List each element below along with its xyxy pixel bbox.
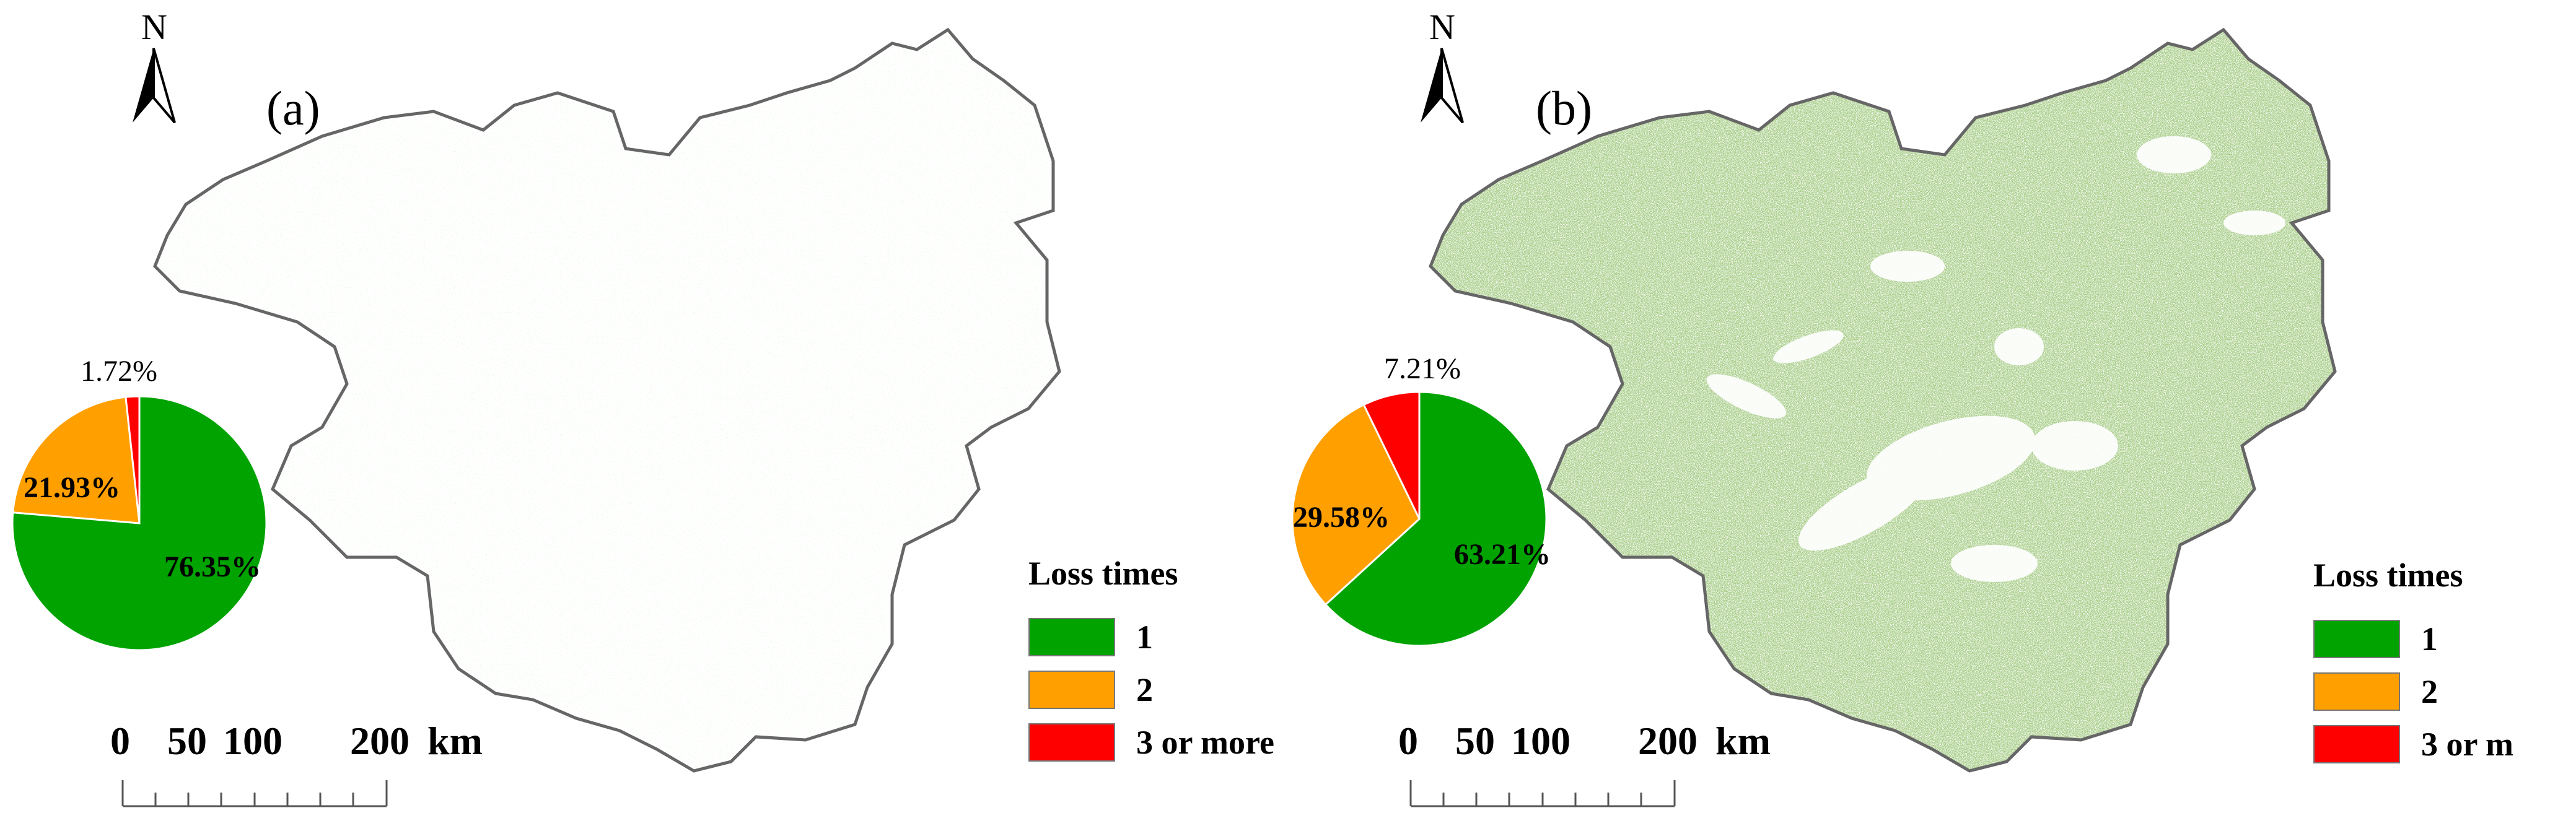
- pie-chart: [11, 395, 268, 651]
- panel-b: N (b): [1288, 0, 2576, 826]
- legend-title: Loss times: [1028, 555, 1178, 592]
- legend: Loss times 1 2 3 or m: [2313, 556, 2574, 779]
- swatch-one: [2313, 620, 2400, 658]
- scale-unit: km: [427, 719, 483, 763]
- scale-tick-label: 50: [1455, 719, 1495, 763]
- pie-label-2: 29.58%: [1293, 501, 1390, 534]
- pie-label-1: 63.21%: [1454, 538, 1551, 571]
- pie-slice-3-or-more: [1362, 391, 1421, 520]
- scale-tick-label: 0: [1398, 719, 1418, 763]
- legend-item: 3 or m: [2313, 723, 2513, 765]
- legend: Loss times 1 2 3 or more: [1028, 554, 1282, 777]
- legend-item: 1: [1028, 616, 1153, 658]
- panel-a: N (a) 1.72% 21.93% 76.35% Loss times 1: [0, 0, 1288, 826]
- pie-slice-2: [12, 396, 141, 524]
- scale-tick-label: 50: [167, 719, 207, 763]
- scale-tick-label: 0: [110, 719, 130, 763]
- swatch-three: [2313, 725, 2400, 763]
- swatch-three: [1028, 723, 1115, 762]
- north-arrow-icon: [133, 48, 176, 124]
- scale-bar: [121, 780, 388, 807]
- map-region: [1288, 0, 2576, 826]
- pie-label-1: 76.35%: [164, 550, 261, 583]
- scale-tick-label: 100: [1511, 719, 1571, 763]
- pie-chart: [1291, 391, 1548, 647]
- north-arrow-icon: [1421, 48, 1464, 124]
- legend-item: 1: [2313, 618, 2438, 660]
- map-region: [0, 0, 1288, 826]
- scale-unit: km: [1715, 719, 1771, 763]
- scale-tick-label: 200: [1638, 719, 1698, 763]
- pie-slice-1: [1324, 391, 1548, 647]
- swatch-two: [2313, 672, 2400, 711]
- pie-label-3-or-more: 7.21%: [1384, 352, 1461, 385]
- legend-item: 3 or more: [1028, 721, 1274, 763]
- legend-title: Loss times: [2313, 557, 2463, 594]
- pie-slice-3-or-more: [125, 395, 141, 524]
- north-label: N: [1429, 7, 1455, 47]
- scale-tick-label: 100: [223, 719, 283, 763]
- legend-item: 2: [2313, 671, 2438, 713]
- swatch-two: [1028, 671, 1115, 709]
- north-label: N: [141, 7, 167, 47]
- scale-tick-label: 200: [350, 719, 410, 763]
- panel-label: (b): [1536, 81, 1592, 135]
- panel-label: (a): [266, 81, 320, 135]
- pie-label-2: 21.93%: [24, 471, 120, 504]
- pie-label-3-or-more: 1.72%: [81, 355, 157, 388]
- legend-item: 2: [1028, 669, 1153, 711]
- scale-bar: [1409, 780, 1676, 807]
- swatch-one: [1028, 618, 1115, 656]
